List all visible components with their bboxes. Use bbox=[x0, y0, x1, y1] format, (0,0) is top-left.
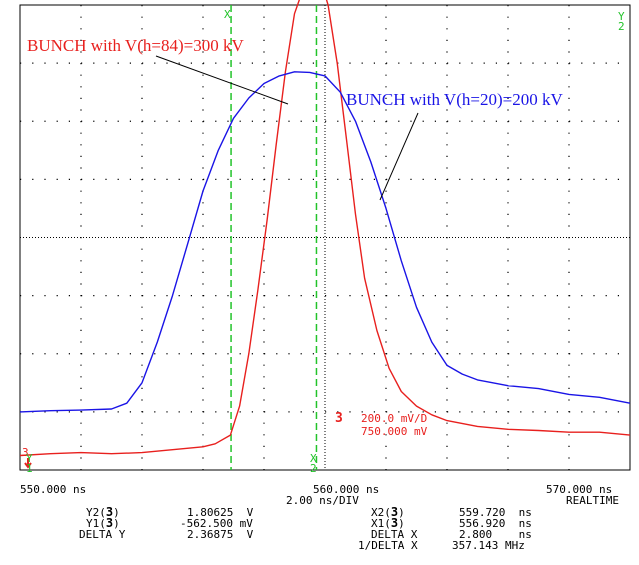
x-tick-label-left: 550.000 ns bbox=[20, 483, 86, 496]
blue-annotation-pointer bbox=[379, 112, 419, 201]
readout-x1-label: X1( bbox=[371, 517, 391, 530]
readout-x1-channel: 3 bbox=[390, 516, 399, 530]
red-trace-line bbox=[19, 0, 631, 457]
readout-y1-label: Y1( bbox=[86, 517, 106, 530]
channel-scale: 200.0 mV/D bbox=[361, 412, 427, 425]
readout-y2-close: ) bbox=[113, 506, 120, 519]
x1-cursor-label: X bbox=[224, 8, 231, 21]
readout-y1-value: -562.500 mV bbox=[180, 517, 253, 530]
traces bbox=[19, 0, 631, 457]
blue-annotation: BUNCH with V(h=20)=200 kV bbox=[346, 90, 563, 109]
channel-marker: 3 bbox=[22, 446, 29, 459]
readout-delta-y-label: DELTA Y bbox=[79, 528, 126, 541]
y2-cursor-sub: 2 bbox=[618, 20, 625, 33]
acquisition-mode: REALTIME bbox=[566, 494, 619, 507]
readout-x2-close: ) bbox=[398, 506, 405, 519]
readout-y2-label: Y2( bbox=[86, 506, 106, 519]
readout-inv-delta-x-value: 357.143 MHz bbox=[452, 539, 525, 552]
red-annotation-pointer bbox=[155, 55, 289, 105]
red-annotation: BUNCH with V(h=84)=300 kV bbox=[27, 36, 244, 55]
channel-number: 3 bbox=[335, 411, 343, 426]
x-tick-label-right: 570.000 ns bbox=[546, 483, 612, 496]
ground-marker-arrow bbox=[24, 458, 32, 469]
blue-trace-line bbox=[19, 71, 631, 413]
readout-y1-channel: 3 bbox=[105, 516, 114, 530]
readout-y1: Y1(3) bbox=[86, 516, 120, 530]
readout-y2-channel: 3 bbox=[105, 505, 114, 519]
readout-delta-y-value: 2.36875 V bbox=[187, 528, 254, 541]
readout-y1-close: ) bbox=[113, 517, 120, 530]
cursor-lines bbox=[230, 5, 318, 470]
readout-delta-x-value: 2.800 ns bbox=[459, 528, 532, 541]
readout-delta-x-label: DELTA X bbox=[371, 528, 418, 541]
readout-x1: X1(3) bbox=[371, 516, 405, 530]
x2-cursor-label-bottom: X bbox=[310, 452, 317, 465]
readout-x2-value: 559.720 ns bbox=[459, 506, 532, 519]
readout-x1-value: 556.920 ns bbox=[459, 517, 532, 530]
readout-x2-channel: 3 bbox=[390, 505, 399, 519]
readout-inv-delta-x-label: 1/DELTA X bbox=[358, 539, 418, 552]
readout-x2: X2(3) bbox=[371, 505, 405, 519]
y2-cursor-label: Y bbox=[618, 10, 625, 23]
readout-x2-label: X2( bbox=[371, 506, 391, 519]
timebase-label: 2.00 ns/DIV bbox=[286, 494, 359, 507]
readout-x1-close: ) bbox=[398, 517, 405, 530]
x-tick-label-center: 560.000 ns bbox=[313, 483, 379, 496]
y1-cursor-label: Y bbox=[26, 452, 33, 465]
grid bbox=[20, 5, 630, 470]
readout-y2-value: 1.80625 V bbox=[187, 506, 254, 519]
channel-offset: 750.000 mV bbox=[361, 425, 428, 438]
y1-cursor-sub: 1 bbox=[26, 462, 33, 475]
x2-cursor-sub-bottom: 2 bbox=[310, 462, 317, 475]
readout-y2: Y2(3) bbox=[86, 505, 120, 519]
